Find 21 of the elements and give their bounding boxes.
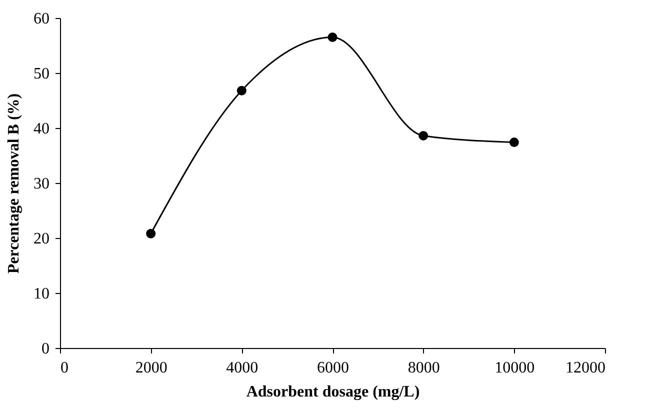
x-tick-label: 8000 xyxy=(408,360,440,376)
x-tick-label: 4000 xyxy=(226,360,258,376)
point xyxy=(146,228,156,238)
point xyxy=(236,86,246,96)
y-tick-label: 60 xyxy=(34,10,50,28)
x-tick-label: 6000 xyxy=(317,360,349,376)
point xyxy=(418,130,428,140)
y-tick-label: 20 xyxy=(34,230,50,248)
y-tick-label: 40 xyxy=(34,120,50,138)
x-tick-label: 2000 xyxy=(135,360,168,376)
x-axis-title: Adsorbent dosage (mg/L) xyxy=(246,384,420,400)
point xyxy=(328,32,338,42)
y-tick-label: 10 xyxy=(34,286,50,302)
y-tick-label: 0 xyxy=(42,340,50,358)
y-axis-title: Percentage removal B (%) xyxy=(6,93,22,274)
y-tick-label: 50 xyxy=(34,66,50,82)
x-tick-label: 12000 xyxy=(566,360,606,376)
x-tick-label: 0 xyxy=(60,360,68,376)
point xyxy=(509,138,519,148)
y-tick-label: 30 xyxy=(34,176,50,192)
x-tick-label: 10000 xyxy=(494,360,535,376)
